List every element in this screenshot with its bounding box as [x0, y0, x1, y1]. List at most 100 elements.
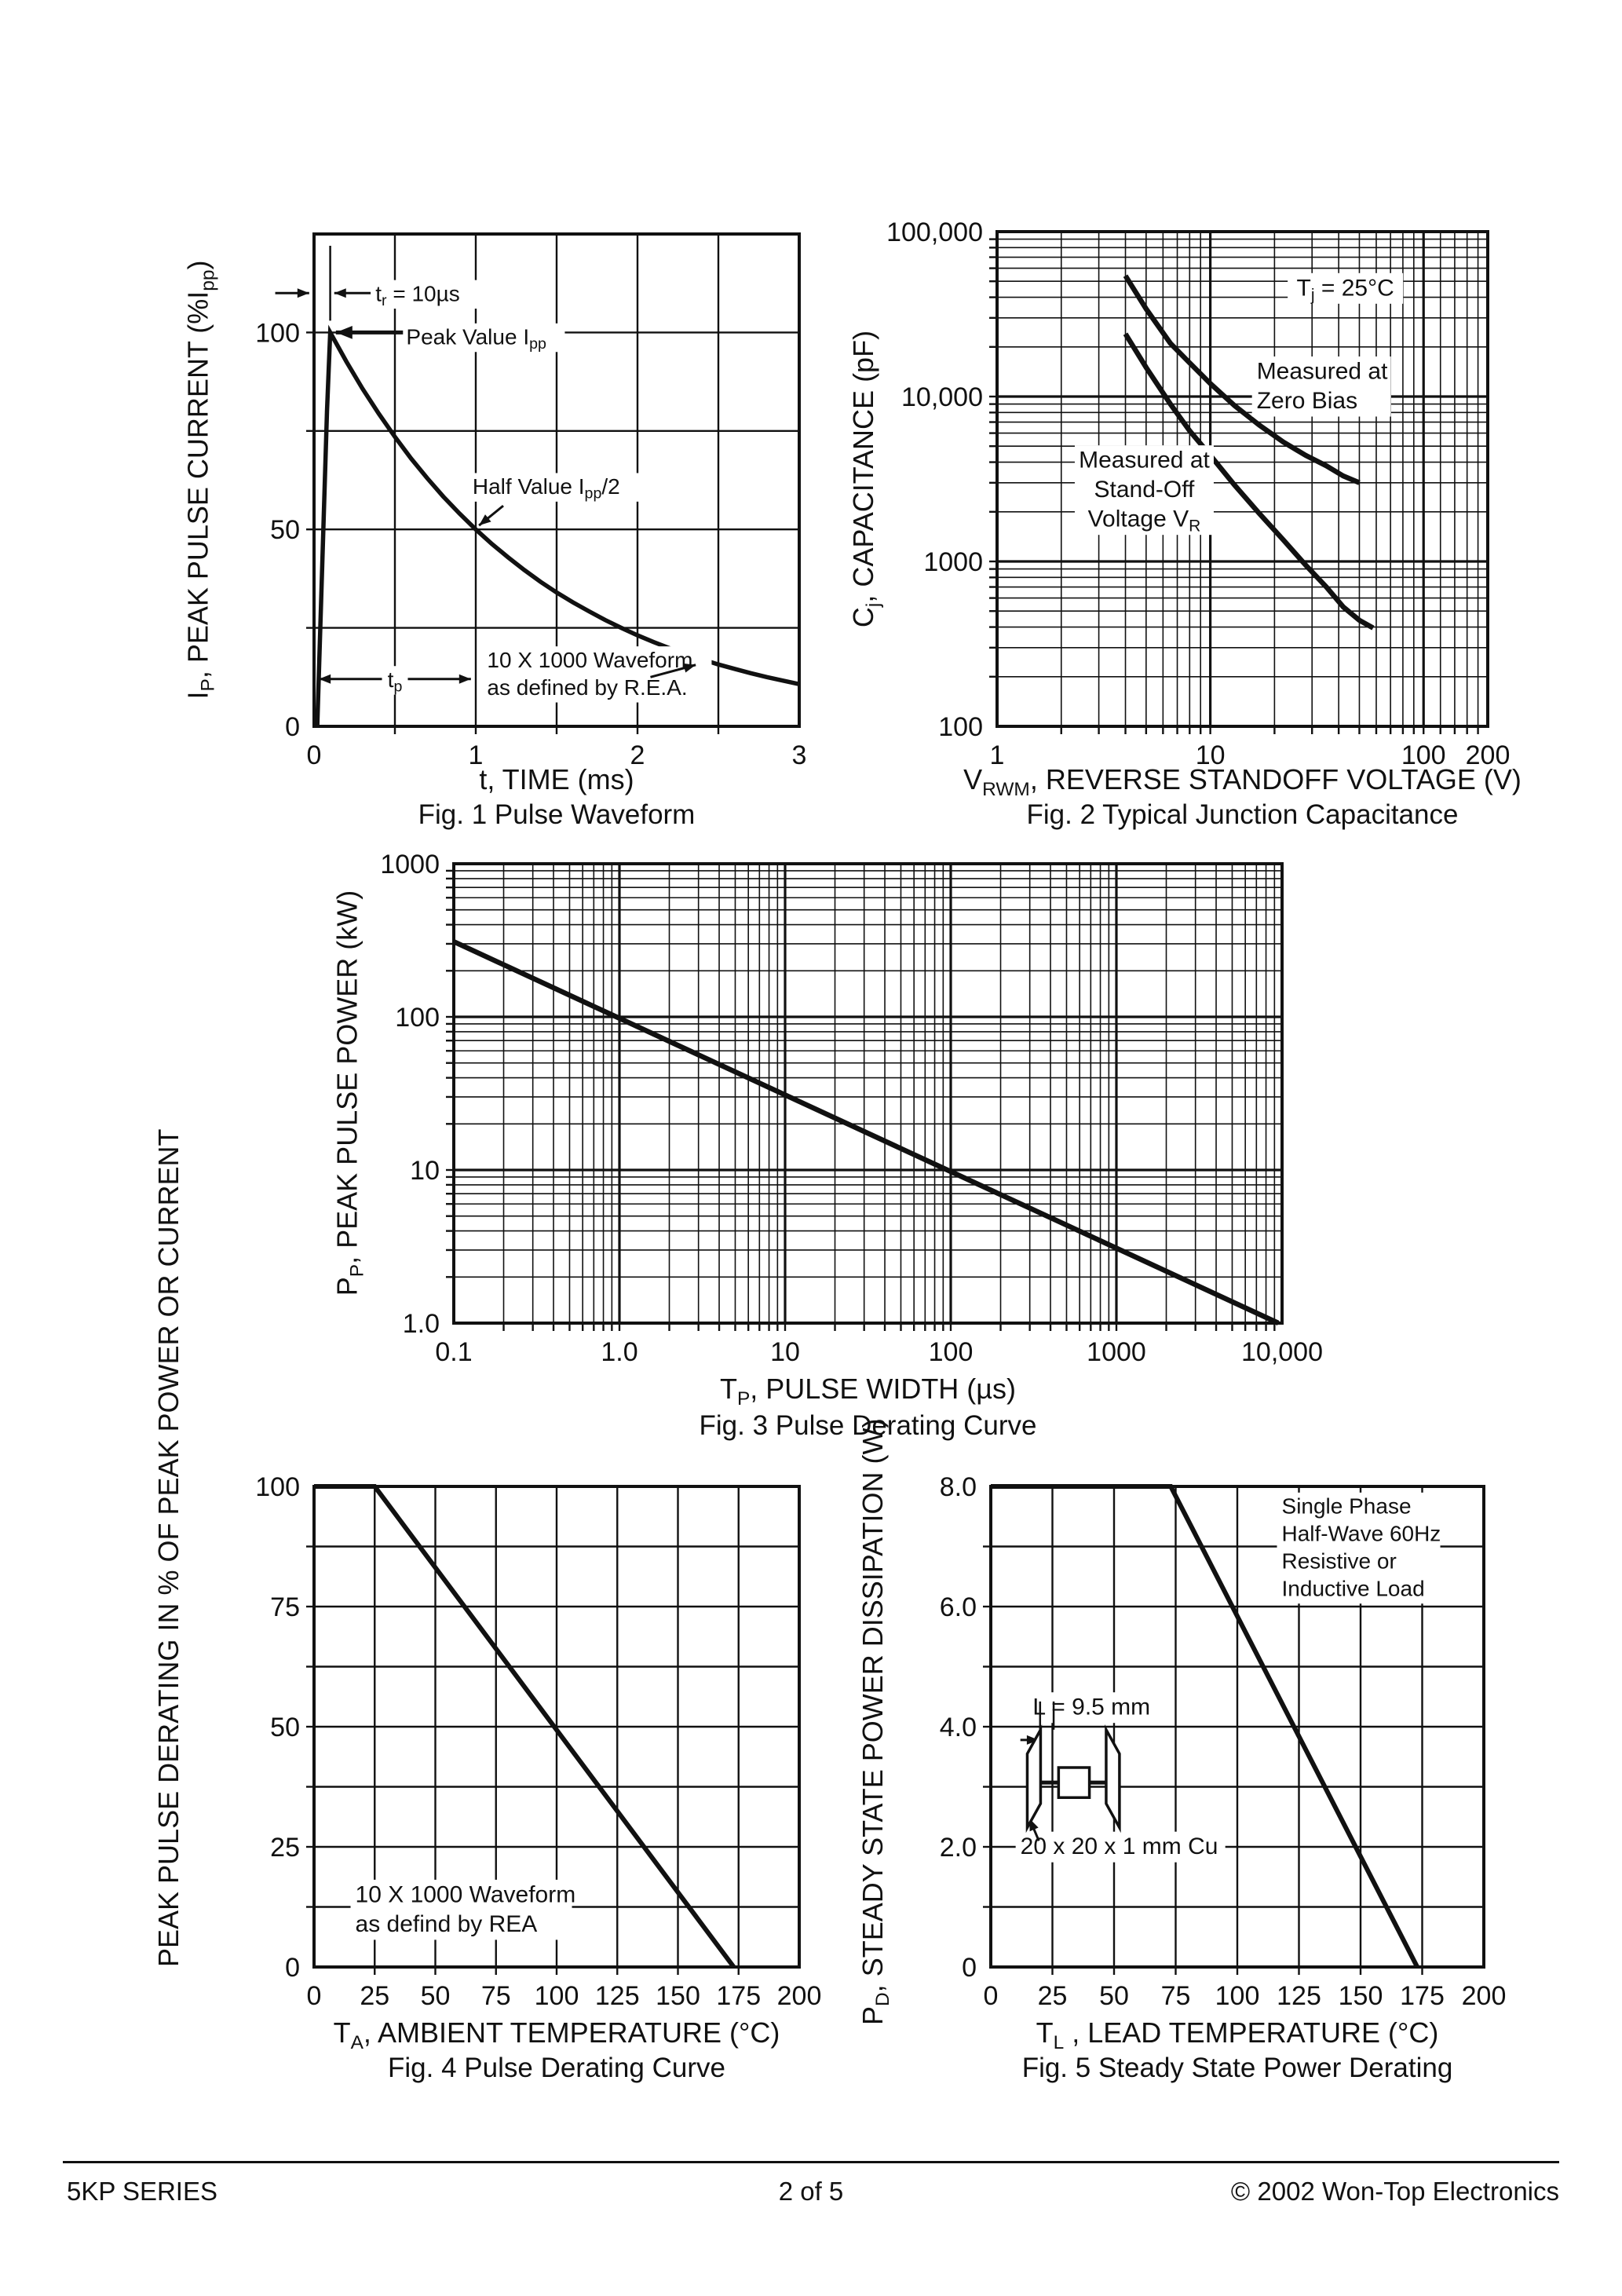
fig1-annotation: tr = 10µs — [375, 281, 460, 309]
fig1-arrowhead — [335, 326, 353, 339]
fig1-annotation: tp — [388, 667, 403, 696]
fig5-annotation: Single Phase — [1282, 1493, 1412, 1518]
fig5-annotation: Half-Wave 60Hz — [1282, 1521, 1441, 1545]
fig1-y-tick-label: 100 — [255, 318, 300, 348]
fig5-x-tick-label: 100 — [1215, 1981, 1260, 2011]
fig4-y-tick-label: 0 — [285, 1953, 300, 1983]
fig5-y-tick-label: 6.0 — [940, 1592, 977, 1622]
fig4-x-tick-label: 125 — [595, 1981, 640, 2011]
copper-plate-left — [1025, 1724, 1043, 1834]
fig4-x-tick-label: 0 — [307, 1981, 322, 2011]
fig2-annotation: Measured at — [1079, 448, 1210, 473]
fig5-y-tick-label: 4.0 — [940, 1713, 977, 1742]
footer-series-name: 5KP SERIES — [67, 2177, 217, 2206]
fig5-arrowhead — [1026, 1735, 1039, 1745]
fig4-x-tick-label: 200 — [777, 1981, 822, 2011]
fig4-x-tick-label: 150 — [656, 1981, 700, 2011]
fig1-y-tick-label: 50 — [270, 515, 300, 545]
fig5-y-tick-label: 8.0 — [940, 1472, 977, 1502]
fig2-y-tick-label: 100 — [938, 712, 983, 742]
figure-fig1: 0 1 2 3 0 50 100 tr = 10µs Peak Value Ipp Half Va… — [255, 232, 807, 770]
fig4-x-tick-label: 25 — [360, 1981, 389, 2011]
fig1-annotation-bg — [379, 666, 411, 695]
fig3-caption: Fig. 3 Pulse Derating Curve — [699, 1410, 1037, 1441]
fig5-x-tick-label: 125 — [1277, 1981, 1321, 2011]
fig4-caption: Fig. 4 Pulse Derating Curve — [388, 2053, 725, 2083]
fig1-annotation: Half Value Ipp/2 — [473, 474, 620, 503]
fig1-arrowhead — [479, 514, 491, 526]
fig2-annotation: Voltage VR — [1088, 506, 1201, 536]
fig5-annotation-bg — [1028, 1692, 1156, 1724]
fig2-x-tick-label: 200 — [1466, 740, 1511, 770]
fig4-y-axis-label: PEAK PULSE DERATING IN % OF PEAK POWER O… — [152, 1128, 184, 1967]
fig2-plot-border — [995, 230, 1489, 728]
footer-divider — [63, 2161, 1559, 2163]
fig2-y-tick-label: 100,000 — [886, 218, 983, 247]
fig2-annotation-bg — [1251, 356, 1391, 417]
fig1-x-tick-label: 3 — [792, 740, 807, 770]
fig2-curve-measured-at-stand-off-voltage — [1123, 332, 1375, 631]
fig4-x-tick-label: 175 — [716, 1981, 761, 2011]
fig2-annotation: Stand-Off — [1094, 477, 1196, 503]
fig5-annotation-bg — [1277, 1492, 1441, 1604]
fig1-x-tick-label: 0 — [307, 740, 322, 770]
fig1-x-axis-label: t, TIME (ms) — [479, 763, 634, 795]
fig3-y-tick-label: 1000 — [380, 850, 440, 879]
component-body — [1057, 1766, 1091, 1800]
fig5-x-tick-label: 50 — [1099, 1981, 1129, 2011]
fig5-annotation: 20 x 20 x 1 mm Cu — [1021, 1834, 1218, 1859]
fig2-y-axis-label: Cj, CAPACITANCE (pF) — [847, 330, 885, 628]
fig5-x-tick-label: 200 — [1462, 1981, 1507, 2011]
fig5-annotation-bg — [1015, 1831, 1226, 1863]
fig3-x-axis-label: TP, PULSE WIDTH (µs) — [719, 1373, 1017, 1410]
fig1-annotation-bg — [371, 280, 480, 309]
fig2-annotation: Measured at — [1257, 358, 1388, 384]
fig1-annotation: Peak Value Ipp — [406, 324, 546, 353]
fig4-y-tick-label: 75 — [270, 1592, 300, 1622]
fig3-x-tick-label: 10,000 — [1241, 1337, 1323, 1367]
fig5-x-tick-label: 175 — [1400, 1981, 1445, 2011]
fig2-curve-measured-at-zero-bias — [1123, 274, 1361, 485]
fig1-arrowhead — [458, 674, 471, 684]
fig1-annotation: 10 X 1000 Waveform — [487, 648, 692, 672]
fig4-y-tick-label: 25 — [270, 1833, 300, 1863]
fig3-y-tick-label: 1.0 — [403, 1309, 440, 1339]
fig1-y-axis-label: IP, PEAK PULSE CURRENT (%Ipp) — [181, 260, 219, 700]
fig5-annotation: Resistive or — [1282, 1548, 1397, 1573]
fig2-x-tick-label: 10 — [1196, 740, 1226, 770]
fig1-arrowhead — [334, 288, 346, 298]
fig2-y-tick-label: 1000 — [923, 547, 983, 577]
footer-copyright: © 2002 Won-Top Electronics — [1230, 2177, 1559, 2206]
figure-fig2: 1 10 100 200 100 1000 10,000 100,000 Tj = 25°C Me… — [886, 218, 1510, 770]
fig2-x-tick-label: 100 — [1401, 740, 1446, 770]
fig5-annotation: Inductive Load — [1282, 1576, 1425, 1600]
fig5-plot-border — [989, 1485, 1485, 1969]
fig1-curve-pulse-waveform — [315, 324, 800, 727]
fig3-plot-border — [452, 862, 1284, 1325]
fig2-x-axis-label: VRWM, REVERSE STANDOFF VOLTAGE (V) — [963, 763, 1522, 801]
fig3-x-tick-label: 100 — [929, 1337, 974, 1367]
fig3-y-tick-label: 100 — [395, 1003, 440, 1033]
fig5-curve-steady-state-derating — [991, 1484, 1419, 1969]
fig1-caption: Fig. 1 Pulse Waveform — [418, 799, 696, 830]
fig2-caption: Fig. 2 Typical Junction Capacitance — [1026, 799, 1459, 830]
fig2-annotation-bg — [1288, 272, 1404, 304]
fig4-curve-pulse-derating — [314, 1484, 736, 1969]
fig5-x-tick-label: 25 — [1038, 1981, 1068, 2011]
fig4-x-tick-label: 75 — [481, 1981, 511, 2011]
fig5-y-axis-label: PD, STEADY STATE POWER DISSIPATION (W) — [857, 1418, 894, 2025]
fig3-x-tick-label: 1.0 — [601, 1337, 637, 1367]
fig2-annotation-bg — [1074, 445, 1214, 536]
fig3-curve-pulse-derating-line — [452, 939, 1280, 1325]
fig5-x-tick-label: 75 — [1161, 1981, 1191, 2011]
fig1-annotation-bg — [401, 323, 565, 353]
fig5-caption: Fig. 5 Steady State Power Derating — [1021, 2053, 1453, 2083]
fig4-x-tick-label: 50 — [421, 1981, 451, 2011]
fig4-annotation: as defind by REA — [356, 1911, 538, 1937]
fig4-y-tick-label: 50 — [270, 1713, 300, 1742]
fig5-y-tick-label: 2.0 — [940, 1833, 977, 1863]
fig2-annotation: Tj = 25°C — [1297, 275, 1394, 304]
